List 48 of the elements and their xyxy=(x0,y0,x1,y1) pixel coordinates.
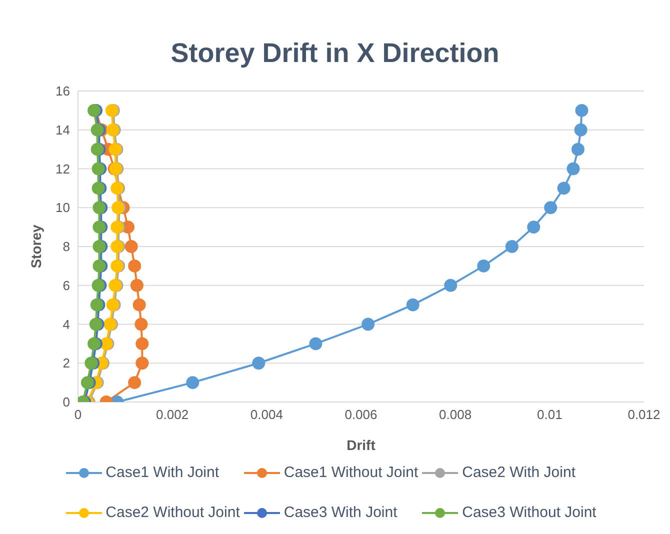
chart-title: Storey Drift in X Direction xyxy=(170,37,500,70)
legend-label: Case3 Without Joint xyxy=(462,503,596,523)
point xyxy=(130,278,144,292)
point xyxy=(566,162,580,176)
point xyxy=(557,182,570,195)
point xyxy=(136,337,149,350)
point xyxy=(575,104,588,117)
point xyxy=(477,259,490,272)
y-tick-label: 8 xyxy=(62,239,70,254)
point xyxy=(134,318,148,331)
point xyxy=(252,356,266,370)
y-tick-label: 10 xyxy=(56,200,70,216)
point xyxy=(574,123,588,136)
y-tick-label: 0 xyxy=(62,394,70,410)
point xyxy=(128,376,142,390)
y-axis-title: Storey xyxy=(28,224,44,268)
legend-label: Case2 With Joint xyxy=(462,463,576,483)
x-tick-label: 0.002 xyxy=(156,407,189,422)
x-tick-label: 0.01 xyxy=(537,407,562,422)
legend-label: Case1 With Joint xyxy=(106,463,220,483)
y-tick-label: 4 xyxy=(62,316,70,332)
y-tick-label: 14 xyxy=(56,122,70,138)
x-tick-label: 0.008 xyxy=(439,407,472,422)
y-tick-label: 2 xyxy=(62,356,70,371)
x-tick-label: 0.012 xyxy=(628,407,660,422)
point xyxy=(362,318,375,331)
point xyxy=(406,298,420,312)
point xyxy=(132,298,146,312)
y-tick-label: 6 xyxy=(62,278,70,293)
legend-label: Case1 Without Joint xyxy=(284,463,418,483)
point xyxy=(444,278,458,292)
point xyxy=(128,259,142,272)
point xyxy=(124,240,138,253)
point xyxy=(309,337,322,350)
point xyxy=(544,201,558,214)
x-tick-label: 0.004 xyxy=(250,407,283,422)
point xyxy=(527,220,540,234)
y-tick-label: 12 xyxy=(56,161,70,176)
x-axis-title: Drift xyxy=(346,437,376,453)
y-tick-label: 16 xyxy=(56,84,70,99)
point xyxy=(136,356,149,370)
point xyxy=(186,376,200,390)
legend-label: Case2 Without Joint xyxy=(106,503,240,523)
x-tick-label: 0 xyxy=(74,407,82,422)
legend-label: Case3 With Joint xyxy=(284,503,398,523)
point xyxy=(505,240,518,253)
point xyxy=(571,142,584,156)
x-tick-label: 0.006 xyxy=(344,407,378,422)
